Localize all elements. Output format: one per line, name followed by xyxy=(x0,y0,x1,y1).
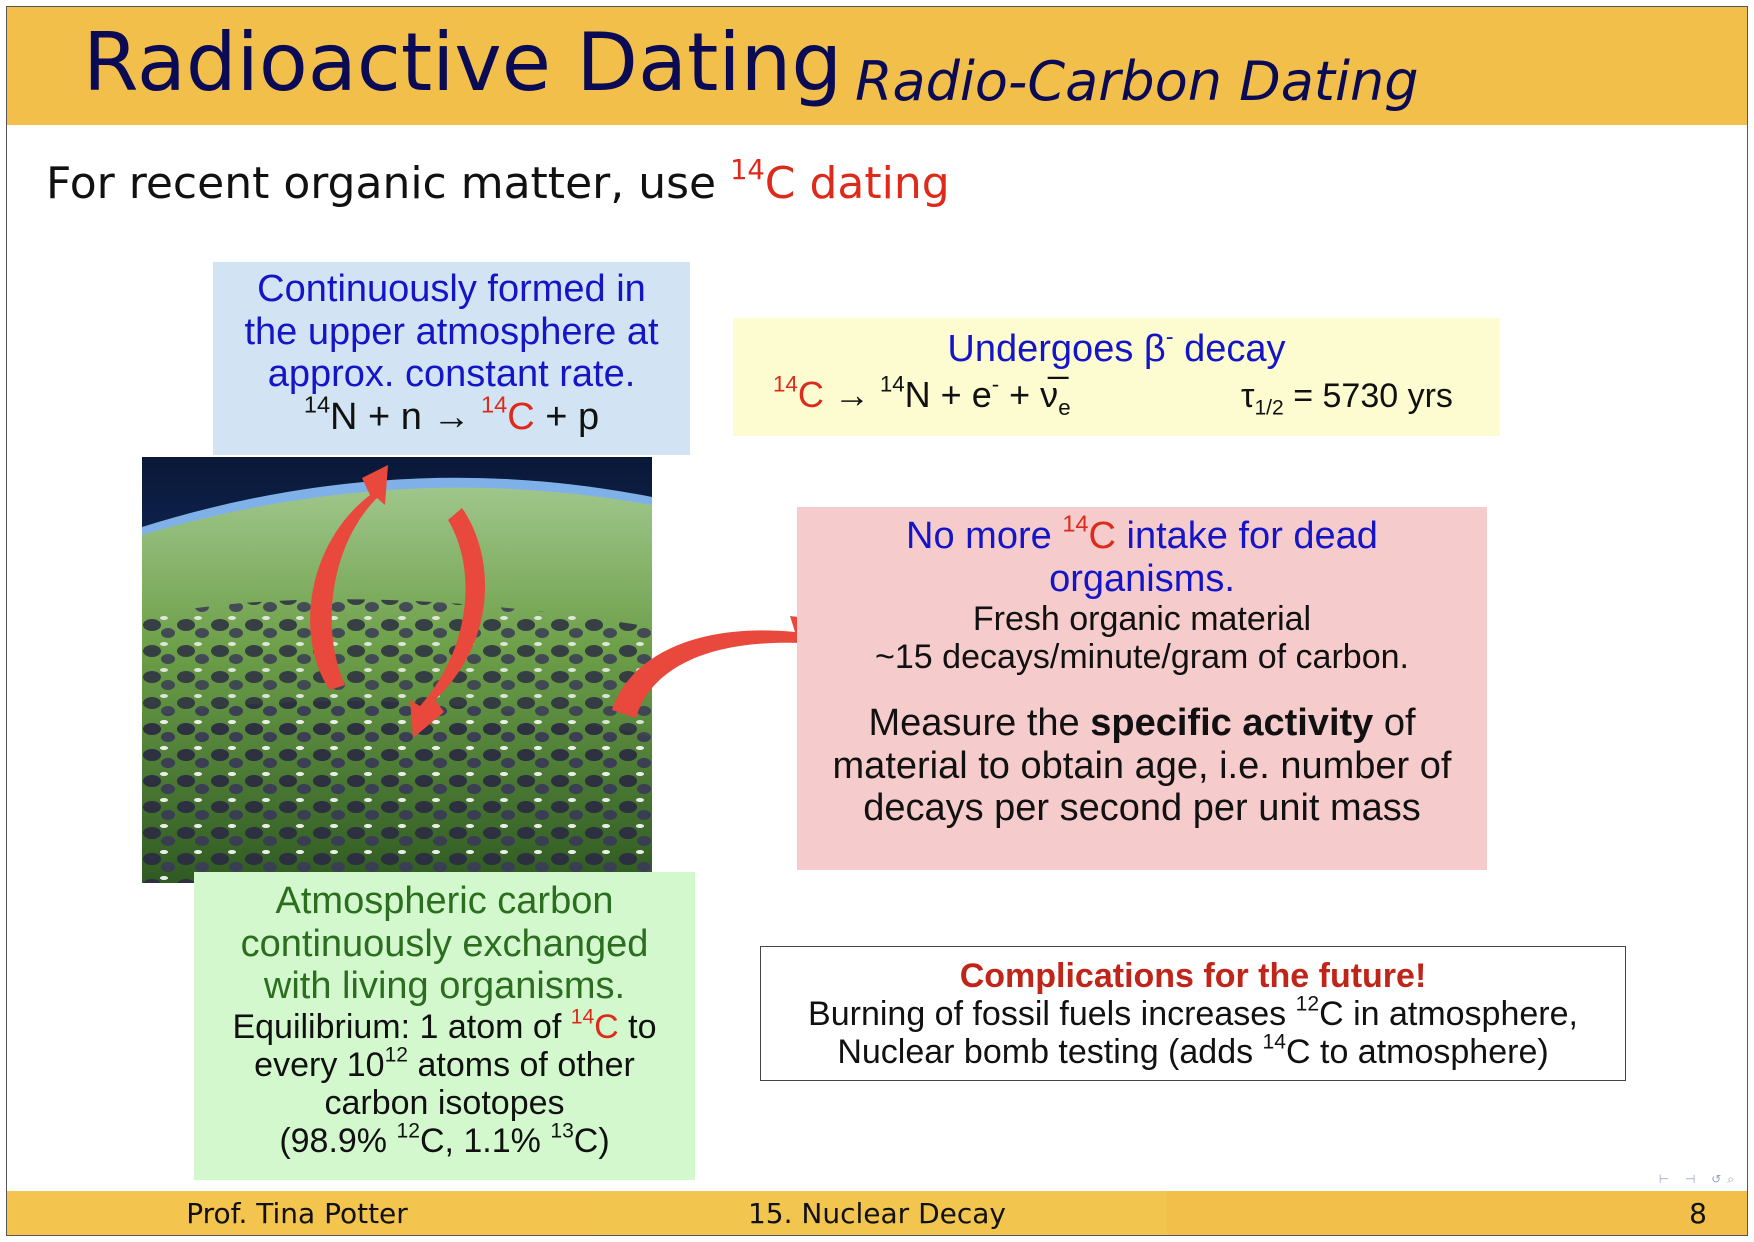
slide-footer: Prof. Tina Potter 15. Nuclear Decay 8 xyxy=(7,1191,1747,1235)
eq-sup: - xyxy=(991,370,1000,396)
eq-sub: e xyxy=(1058,394,1071,420)
measure-line-2: material to obtain age, i.e. number of xyxy=(832,744,1452,787)
fresh-material-line: Fresh organic material xyxy=(972,600,1312,639)
complications-box: Complications for the future! Burning of… xyxy=(760,946,1626,1081)
measure-line-3: decays per second per unit mass xyxy=(863,787,1421,830)
slide-frame xyxy=(6,6,1748,1236)
eq-sup: 14 xyxy=(570,1004,595,1028)
slide-subtitle: Radio-Carbon Dating xyxy=(855,50,1419,113)
measure-text: Measure the xyxy=(868,702,1091,745)
comp-sup: 12 xyxy=(1295,992,1320,1016)
comp-text: Burning of fossil fuels increases xyxy=(808,995,1296,1034)
eq-part: N + e xyxy=(904,373,992,415)
ratio-text: atoms of other xyxy=(408,1045,635,1084)
footer-page-number: 8 xyxy=(1167,1191,1747,1235)
exchange-line-1: Atmospheric carbon xyxy=(275,880,614,922)
ratio-sup: 12 xyxy=(384,1042,409,1066)
decay-box: Undergoes β- decay 14C → 14N + e- + ν̅e … xyxy=(733,318,1500,436)
intro-highlight: 14C dating xyxy=(730,154,950,209)
intro-line: For recent organic matter, use 14C datin… xyxy=(46,157,950,206)
decay-heading-sup: - xyxy=(1165,323,1174,350)
decay-heading-text: Undergoes β xyxy=(947,328,1166,370)
eq-sup: 14 xyxy=(773,370,798,396)
formation-line-1: Continuously formed in xyxy=(257,268,646,310)
footer-section: 15. Nuclear Decay xyxy=(587,1191,1167,1235)
tau-symbol: τ xyxy=(1241,376,1255,415)
pct-text: C, 1.1% xyxy=(419,1121,551,1160)
decay-equation-row: 14C → 14N + e- + ν̅e τ1/2 = 5730 yrs xyxy=(733,371,1500,418)
formation-box: Continuously formed in the upper atmosph… xyxy=(213,262,690,455)
eq-part: → xyxy=(823,373,880,415)
decay-equation: 14C → 14N + e- + ν̅e xyxy=(773,372,1071,418)
intro-highlight-sup: 14 xyxy=(730,154,765,186)
eq-part: + ν̅ xyxy=(999,373,1059,415)
ratio-line: every 1012 atoms of other xyxy=(194,1042,695,1084)
eq-part: C xyxy=(797,373,824,415)
measure-line-1: Measure the specific activity of xyxy=(797,702,1487,745)
comp-text: C in atmosphere, xyxy=(1319,995,1578,1034)
footer-author: Prof. Tina Potter xyxy=(7,1191,587,1235)
comp-text: Nuclear bomb testing (adds xyxy=(837,1033,1263,1072)
pct-sup: 12 xyxy=(396,1119,420,1143)
spacer xyxy=(797,676,1487,702)
eq-part: + p xyxy=(534,395,600,438)
exchange-box: Atmospheric carbon continuously exchange… xyxy=(194,872,695,1180)
eq-c: C xyxy=(594,1007,619,1046)
complications-title: Complications for the future! xyxy=(959,957,1427,995)
tau-sub: 1/2 xyxy=(1254,395,1284,419)
eq-part: N + n → xyxy=(330,395,482,438)
intro-text: For recent organic matter, use xyxy=(46,158,731,209)
head-sup: 14 xyxy=(1062,510,1089,537)
eq-sup: 14 xyxy=(303,391,331,418)
head-text: No more xyxy=(906,515,1063,557)
complications-line-2: Nuclear bomb testing (adds 14C to atmosp… xyxy=(761,1030,1625,1072)
abundance-line: (98.9% 12C, 1.1% 13C) xyxy=(194,1119,695,1160)
slide-title: Radioactive Dating xyxy=(83,16,843,109)
exchange-line-3: with living organisms. xyxy=(263,965,626,1008)
decay-heading-end: decay xyxy=(1173,328,1286,370)
formation-equation: 14N + n → 14C + p xyxy=(213,392,690,439)
eq-c14: 14C xyxy=(481,392,535,438)
pct-sup: 13 xyxy=(550,1119,574,1143)
dead-heading-2: organisms. xyxy=(1049,557,1235,600)
ratio-text: every 10 xyxy=(254,1045,385,1084)
head-text: intake for dead xyxy=(1115,515,1378,557)
measure-bold: specific activity xyxy=(1090,702,1374,745)
formation-line-2: the upper atmosphere at xyxy=(244,310,659,353)
comp-text: C to atmosphere) xyxy=(1286,1033,1549,1072)
decay-rate-line: ~15 decays/minute/gram of carbon. xyxy=(875,638,1409,677)
eq-part: C xyxy=(507,395,535,438)
slide-header: Radioactive Dating Radio-Carbon Dating xyxy=(7,7,1747,125)
eq-sup: 14 xyxy=(879,370,905,396)
tau-value: = 5730 yrs xyxy=(1283,376,1453,415)
equilibrium-line: Equilibrium: 1 atom of 14C to xyxy=(194,1004,695,1046)
exchange-line-2: continuously exchanged xyxy=(240,922,649,965)
earth-herd-photo xyxy=(142,457,652,883)
complications-line-1: Burning of fossil fuels increases 12C in… xyxy=(761,992,1625,1034)
photo-illustration xyxy=(142,457,652,883)
formation-line-3: approx. constant rate. xyxy=(267,353,636,396)
pct-text: C) xyxy=(573,1121,610,1160)
head-c: C xyxy=(1088,515,1116,557)
beamer-nav-icons[interactable]: ⊢ ⊣ ↺⌕ xyxy=(1658,1172,1740,1186)
eq-sup: 14 xyxy=(481,391,508,418)
comp-sup: 14 xyxy=(1262,1030,1286,1054)
eq-text: to xyxy=(618,1007,657,1046)
decay-heading: Undergoes β- decay xyxy=(733,325,1500,371)
half-life: τ1/2 = 5730 yrs xyxy=(1241,376,1453,418)
dead-heading-1: No more 14C intake for dead xyxy=(797,512,1487,558)
intro-highlight-text: C dating xyxy=(764,158,950,209)
eq-text: Equilibrium: 1 atom of xyxy=(232,1007,571,1046)
dead-organisms-box: No more 14C intake for dead organisms. F… xyxy=(797,507,1487,870)
isotopes-line: carbon isotopes xyxy=(324,1083,565,1122)
measure-text: of xyxy=(1373,702,1416,745)
pct-text: (98.9% xyxy=(279,1121,397,1160)
